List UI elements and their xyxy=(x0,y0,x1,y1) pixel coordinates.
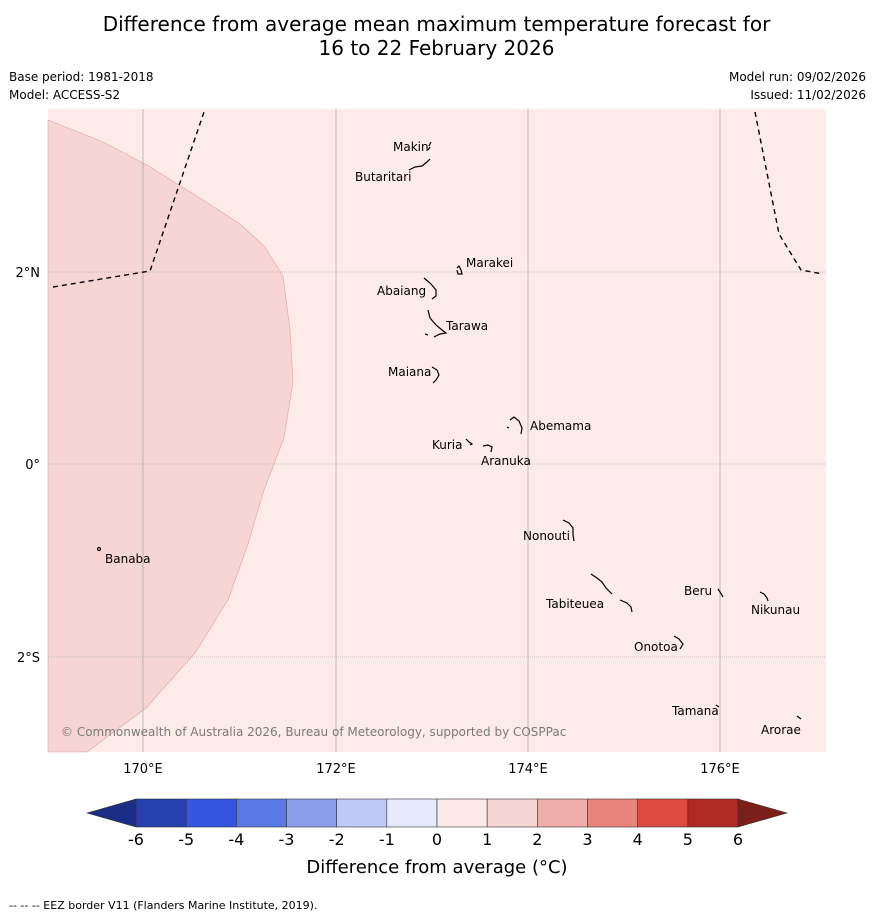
eez-footnote: -- -- -- EEZ border V11 (Flanders Marine… xyxy=(9,899,318,912)
colorbar-tick-label: 2 xyxy=(532,830,542,849)
axis-labels: 170°E 172°E 174°E 176°E 2°N 0° 2°S xyxy=(16,266,740,777)
colorbar-tick-label: 6 xyxy=(733,830,743,849)
label-arorae: Arorae xyxy=(761,723,801,737)
island-labels: Makin Butaritari Marakei Abaiang Tarawa … xyxy=(105,140,801,737)
colorbar-tick-label: 0 xyxy=(432,830,442,849)
colorbar-segments xyxy=(135,798,739,828)
label-beru: Beru xyxy=(684,584,712,598)
colorbar-extend-high xyxy=(737,798,789,828)
title-line-2: 16 to 22 February 2026 xyxy=(318,36,555,60)
island-shape-onotoa xyxy=(673,635,684,650)
base-period: Base period: 1981-2018 xyxy=(9,70,154,84)
colorbar-segment xyxy=(336,798,388,828)
label-abemama: Abemama xyxy=(530,419,591,433)
island-shape-nikunau xyxy=(759,591,769,602)
label-abaiang: Abaiang xyxy=(377,284,426,298)
label-tarawa: Tarawa xyxy=(445,319,488,333)
colorbar-tick-label: -4 xyxy=(228,830,244,849)
island-shape-tamana xyxy=(715,704,720,708)
island-shape-abaiang xyxy=(423,277,437,300)
colorbar-tick-label: 1 xyxy=(482,830,492,849)
label-onotoa: Onotoa xyxy=(634,640,678,654)
island-shape-nonouti xyxy=(562,519,575,542)
lon-tick-170e: 170°E xyxy=(123,762,163,777)
island-shape-butaritari xyxy=(408,158,431,171)
colorbar: -6 -5 -4 -3 -2 -1 0 1 2 3 4 5 6 Difference from aver… xyxy=(85,798,789,878)
island-shapes xyxy=(96,141,802,720)
colorbar-segment xyxy=(386,798,438,828)
label-nikunau: Nikunau xyxy=(751,603,800,617)
colorbar-segment xyxy=(185,798,237,828)
island-shape-arorae xyxy=(796,715,802,720)
island-shape-tabiteuea xyxy=(590,573,633,613)
colorbar-tick-label: -3 xyxy=(279,830,295,849)
eez-border xyxy=(52,108,824,288)
model-run: Model run: 09/02/2026 xyxy=(728,70,866,84)
colorbar-title: Difference from average (°C) xyxy=(306,857,567,878)
island-shape-abemama xyxy=(506,416,523,435)
colorbar-ticks: -6 -5 -4 -3 -2 -1 0 1 2 3 4 5 6 xyxy=(128,830,743,849)
label-marakei: Marakei xyxy=(466,256,513,270)
meta-right: Model run: 09/02/2026 Issued: 11/02/2026 xyxy=(729,68,866,104)
colorbar-tick-label: 3 xyxy=(582,830,592,849)
colorbar-segment xyxy=(537,798,588,828)
colorbar-segment xyxy=(135,798,187,828)
colorbar-tick-label: -5 xyxy=(178,830,194,849)
island-shape-aranuka xyxy=(482,444,493,453)
island-shape-maiana xyxy=(431,366,440,384)
map-title: Difference from average mean maximum tem… xyxy=(0,12,873,60)
issued-date: Issued: 11/02/2026 xyxy=(750,88,866,102)
island-shape-makin xyxy=(427,141,432,151)
label-nonouti: Nonouti xyxy=(523,529,570,543)
island-shape-tarawa xyxy=(424,309,448,338)
colorbar-extend-low xyxy=(85,798,137,828)
label-kuria: Kuria xyxy=(432,438,463,452)
colorbar-segment xyxy=(286,798,337,828)
colorbar-segment xyxy=(236,798,287,828)
colorbar-segment xyxy=(687,798,739,828)
gridlines xyxy=(48,109,826,752)
lon-tick-176e: 176°E xyxy=(700,762,740,777)
colorbar-segment xyxy=(587,798,638,828)
label-tabiteuea: Tabiteuea xyxy=(545,597,604,611)
label-butaritari: Butaritari xyxy=(355,170,412,184)
lon-tick-174e: 174°E xyxy=(508,762,548,777)
lon-tick-172e: 172°E xyxy=(316,762,356,777)
lat-tick-0: 0° xyxy=(25,458,40,473)
island-shape-banaba xyxy=(96,546,102,552)
colorbar-tick-label: -2 xyxy=(329,830,345,849)
colorbar-segment xyxy=(637,798,689,828)
island-shape-beru xyxy=(717,588,724,598)
copyright-notice: © Commonwealth of Australia 2026, Bureau… xyxy=(61,725,566,739)
colorbar-tick-label: 5 xyxy=(683,830,693,849)
colorbar-tick-label: 4 xyxy=(633,830,643,849)
colorbar-segment xyxy=(436,798,488,828)
lat-tick-2s: 2°S xyxy=(17,651,40,666)
title-line-1: Difference from average mean maximum tem… xyxy=(102,12,771,36)
label-banaba: Banaba xyxy=(105,552,151,566)
eez-border-east xyxy=(754,111,824,275)
label-makin: Makin xyxy=(393,140,429,154)
colorbar-tick-label: -1 xyxy=(379,830,395,849)
label-aranuka: Aranuka xyxy=(481,454,531,468)
label-maiana: Maiana xyxy=(388,365,431,379)
lat-tick-2n: 2°N xyxy=(16,266,41,281)
island-shape-marakei xyxy=(456,264,463,275)
label-tamana: Tamana xyxy=(671,704,719,718)
island-shape-kuria xyxy=(465,438,474,446)
colorbar-segment xyxy=(486,798,538,828)
colorbar-tick-label: -6 xyxy=(128,830,144,849)
model-name: Model: ACCESS-S2 xyxy=(9,88,121,102)
meta-left: Base period: 1981-2018 Model: ACCESS-S2 xyxy=(9,68,154,104)
